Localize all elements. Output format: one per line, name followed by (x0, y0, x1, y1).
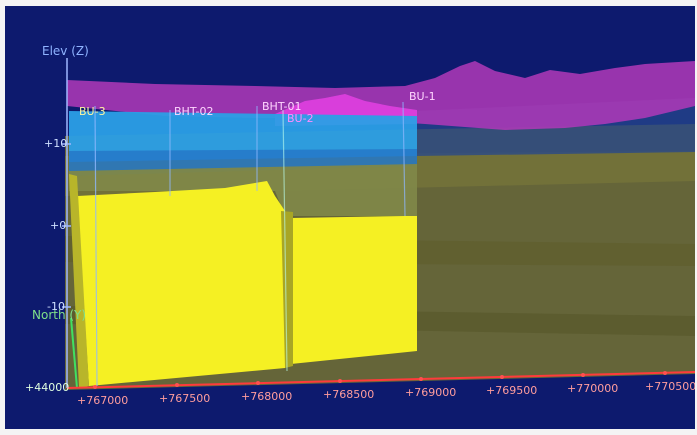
x-tick-label: +770500 (645, 380, 695, 393)
terrain-surface (67, 61, 695, 130)
x-axis (66, 371, 695, 389)
origin-label: +44000 (25, 381, 70, 394)
x-tick-label: +769000 (405, 386, 457, 399)
3d-viewport[interactable]: Elev (Z) +10 +0 -10 North (Y) +44000 BU-… (5, 6, 695, 429)
x-tick-label: +767000 (77, 394, 129, 407)
elev-axis-label: Elev (Z) (42, 44, 89, 58)
z-tick-label: +10 (44, 137, 68, 150)
borehole-label[interactable]: BU-1 (409, 90, 436, 103)
z-tick-label: -10 (47, 300, 65, 313)
borehole-label[interactable]: BU-2 (287, 112, 314, 125)
layer-cyan (69, 111, 417, 162)
y-axis (70, 317, 78, 389)
yellow-gap-edge (281, 211, 293, 368)
yellow-block-right (291, 216, 417, 364)
geology-scene (62, 58, 695, 390)
x-tick-label: +768000 (241, 390, 293, 403)
borehole-label[interactable]: BU-3 (79, 105, 106, 118)
borehole-label[interactable]: BHT-02 (174, 105, 214, 118)
x-tick-label: +770000 (567, 382, 619, 395)
x-tick-label: +768500 (323, 388, 375, 401)
x-tick-label: +769500 (486, 384, 538, 397)
yellow-left-edge (69, 174, 89, 388)
yellow-block-left (77, 181, 285, 386)
x-tick-label: +767500 (159, 392, 211, 405)
borehole-label[interactable]: BHT-01 (262, 100, 302, 113)
z-tick-label: +0 (50, 219, 67, 232)
north-axis-label: North (Y) (32, 308, 87, 322)
